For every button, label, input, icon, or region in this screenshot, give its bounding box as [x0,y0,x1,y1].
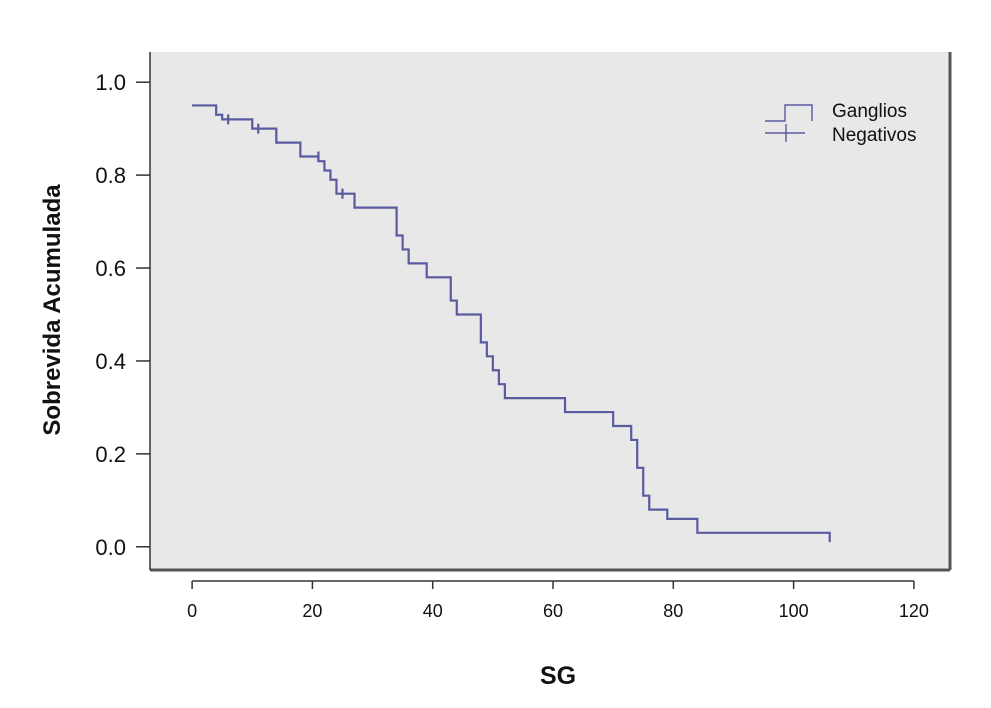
x-tick-label: 40 [423,601,443,621]
x-axis: 0 20 40 60 80 100 120 [187,580,929,621]
x-tick-label: 0 [187,601,197,621]
survival-step-line [192,104,831,543]
series-layer [192,104,831,543]
legend: Ganglios Negativos [765,101,917,146]
x-tick-label: 120 [899,601,929,621]
plot-frame [150,52,952,572]
y-tick-label: 1.0 [95,70,126,95]
legend-censor-icon [765,124,805,142]
y-tick-label: 0.8 [95,163,126,188]
y-tick-label: 0.2 [95,442,126,467]
legend-label: Ganglios Negativos [832,101,917,146]
y-tick-label: 0.4 [95,349,126,374]
x-tick-label: 100 [779,601,809,621]
legend-label-line: Negativos [832,125,917,146]
y-tick-label: 0.6 [95,256,126,281]
plot-area [150,52,950,570]
legend-step-icon [765,104,813,122]
y-tick-label: 0.0 [95,535,126,560]
legend-label-line: Ganglios [832,101,907,122]
x-tick-label: 60 [543,601,563,621]
x-tick-label: 20 [302,601,322,621]
x-tick-label: 80 [663,601,683,621]
y-axis-title: Sobrevida Acumulada [39,184,66,436]
x-axis-title: SG [540,662,576,690]
y-axis: 0.0 0.2 0.4 0.6 0.8 1.0 [95,52,151,570]
